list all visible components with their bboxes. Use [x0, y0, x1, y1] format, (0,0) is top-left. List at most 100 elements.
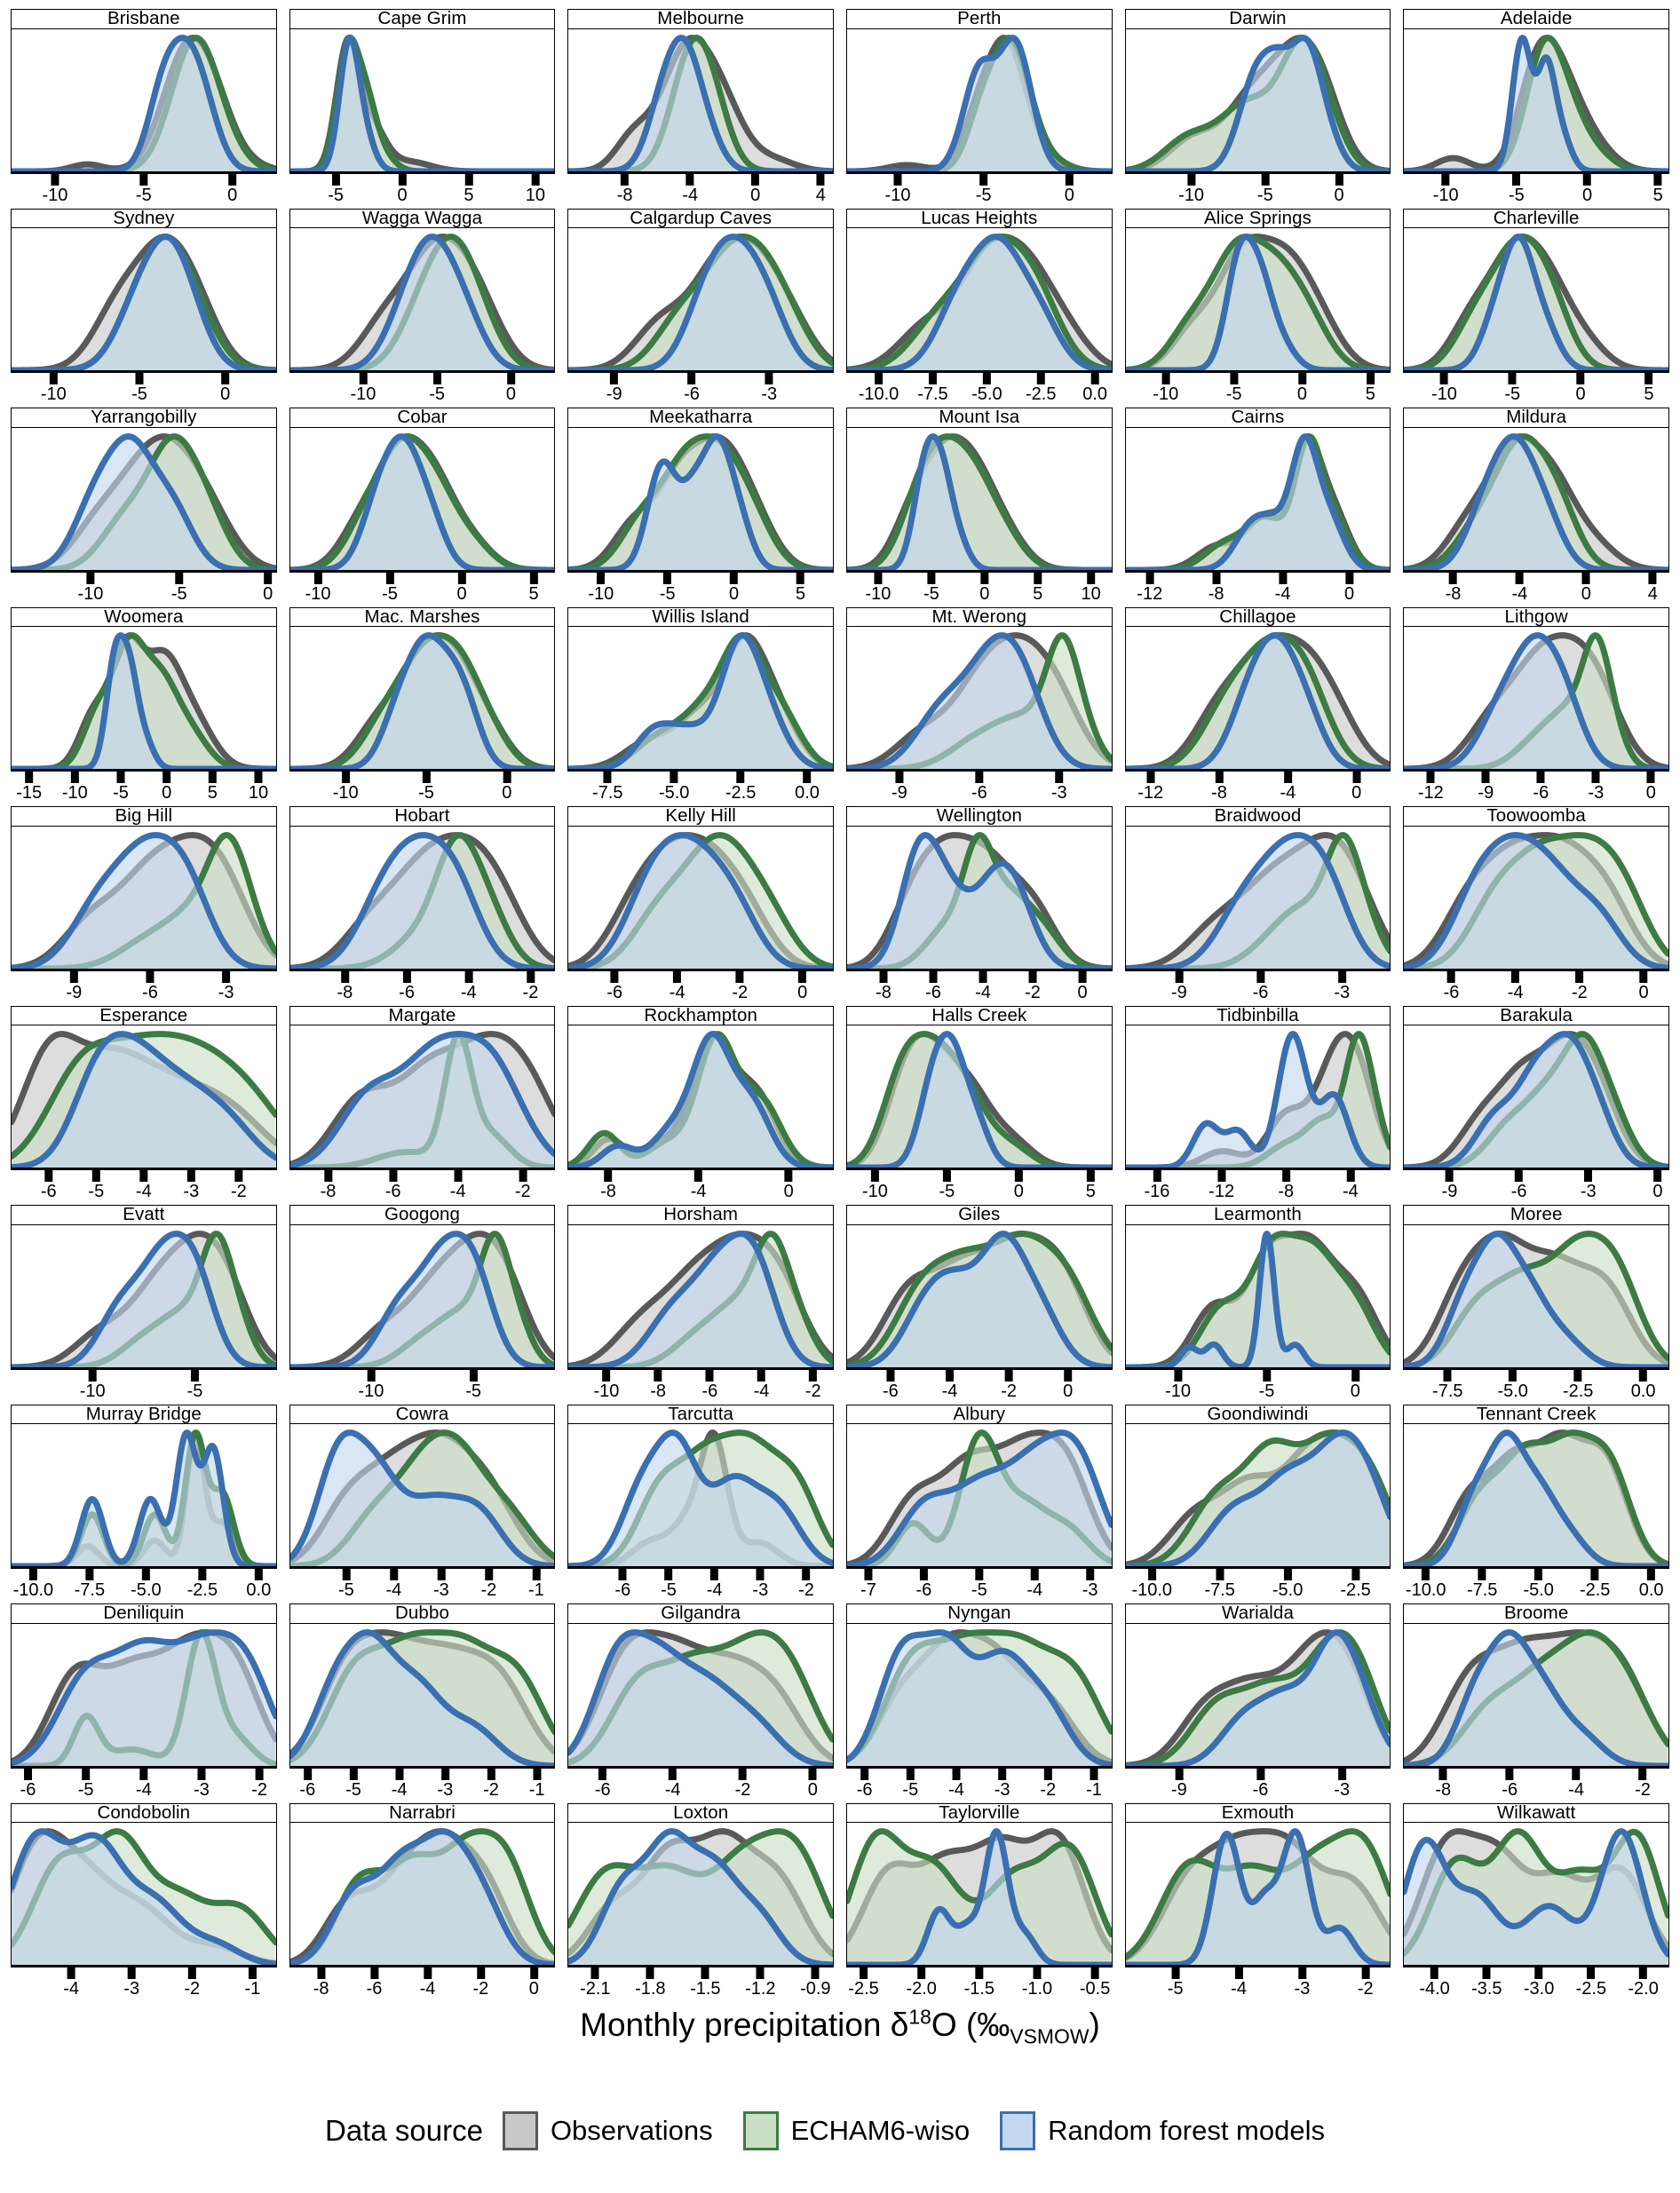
facet-mount-isa: Mount Isa -10 -5 0 5 10: [845, 408, 1113, 607]
x-axis-title: Monthly precipitation δ18O (‰VSMOW): [0, 2007, 1680, 2047]
x-tick-label: -3: [1580, 1182, 1597, 1201]
density-area-random-forest-models: [12, 436, 276, 570]
facet-strip: Tidbinbilla: [1124, 1005, 1391, 1025]
facet-title: Mount Isa: [939, 408, 1020, 427]
facet-adelaide: Adelaide -10 -5 0 5: [1403, 9, 1669, 209]
facet-title: Cairns: [1231, 408, 1285, 427]
x-axis: -6 -5 -4 -3 -2: [11, 1170, 277, 1205]
plot-panel: [567, 1424, 834, 1569]
density-line-echam6-wiso: [1126, 1832, 1391, 1957]
legend-item-random-forest-models[interactable]: Random forest models: [1000, 2111, 1325, 2150]
density-line-random-forest-models: [12, 835, 276, 968]
facet-yarrangobilly: Yarrangobilly -10 -5 0: [11, 408, 277, 607]
x-axis-tick-labels: -10 -5 0: [11, 584, 277, 607]
density-plot: [1125, 1025, 1391, 1168]
x-axis: -10 -5 0 5: [1403, 373, 1669, 408]
x-tick-label: -4.0: [1419, 1979, 1450, 1999]
facet-strip: Kelly Hill: [567, 806, 834, 827]
x-axis: -2.5 -2.0 -1.5 -1.0 -0.5: [846, 1967, 1113, 2002]
x-axis-tick-labels: -10 -5 0: [1125, 1382, 1391, 1405]
facet-title: Moree: [1510, 1205, 1563, 1224]
legend-item-observations[interactable]: Observations: [502, 2111, 713, 2150]
density-plot: [568, 1823, 833, 1965]
axis-ticks: [289, 971, 556, 983]
x-tick-label: -4: [669, 982, 685, 1002]
x-tick-label: -4: [449, 1182, 466, 1201]
x-tick-label: -2: [251, 1779, 268, 1800]
facet-title: Cowra: [395, 1404, 449, 1424]
density-line-random-forest-models: [1404, 1433, 1668, 1566]
density-area-random-forest-models: [568, 1831, 833, 1965]
x-axis-tick-labels: -5 -4 -3 -2 -1: [289, 1580, 556, 1603]
x-tick-label: -5: [923, 583, 939, 604]
facet-title: Esperance: [99, 1005, 188, 1025]
plot-panel: [289, 1623, 556, 1769]
legend-items: Observations ECHAM6-wiso Random forest mod…: [502, 2111, 1355, 2150]
x-tick-label: -5: [135, 185, 152, 205]
facet-title: Cape Grim: [377, 9, 467, 28]
facet-strip: Mildura: [1403, 408, 1669, 428]
x-tick-label: 0: [729, 583, 740, 604]
x-tick-label: -4: [135, 1182, 152, 1201]
plot-panel: [845, 1823, 1113, 1967]
x-axis: -10 -5 0 5: [567, 573, 834, 607]
density-area-random-forest-models: [846, 436, 1112, 570]
facet-strip: Braidwood: [1124, 806, 1391, 827]
x-axis: -6 -5 -4 -3 -2: [567, 1569, 834, 1603]
x-axis-tick-labels: -8 -4 0 4: [1403, 584, 1669, 607]
facet-title: Taylorville: [939, 1802, 1020, 1823]
axis-ticks: [846, 373, 1113, 384]
facet-strip: Adelaide: [1403, 9, 1669, 29]
axis-ticks: [289, 1769, 556, 1780]
density-plot: [12, 627, 276, 769]
facet-sydney: Sydney -10 -5 0: [11, 208, 277, 408]
axis-ticks: [1403, 772, 1669, 783]
density-area-random-forest-models: [1125, 236, 1391, 370]
density-line-random-forest-models: [290, 1632, 555, 1765]
density-plot: [846, 428, 1112, 570]
density-plot: [568, 1424, 833, 1566]
facet-title: Mac. Marshes: [364, 606, 480, 627]
density-line-random-forest-models: [12, 636, 276, 769]
x-tick-label: -10: [884, 185, 911, 205]
x-axis: -10.0 -7.5 -5.0 -2.5 0.0: [11, 1569, 277, 1603]
x-tick-label: -6: [20, 1779, 36, 1800]
x-axis: -10.0 -7.5 -5.0 -2.5 0.0: [846, 373, 1113, 408]
facet-strip: Barakula: [1403, 1005, 1669, 1025]
facet-goondiwindi: Goondiwindi -10.0 -7.5 -5.0 -2.5: [1124, 1404, 1391, 1604]
axis-ticks: [846, 772, 1113, 783]
x-tick-label: 0.0: [1082, 384, 1108, 404]
x-tick-label: -2.0: [1628, 1979, 1659, 1999]
density-area-random-forest-models: [1125, 1033, 1391, 1168]
x-tick-label: -1: [244, 1979, 261, 1999]
density-area-random-forest-models: [1404, 835, 1668, 969]
facet-title: Adelaide: [1500, 9, 1573, 28]
density-area-random-forest-models: [846, 1033, 1112, 1168]
facet-cairns: Cairns -12 -8 -4 0: [1124, 408, 1391, 607]
legend-item-echam6-wiso[interactable]: ECHAM6-wiso: [742, 2111, 970, 2150]
x-axis: -10 -5 0: [289, 373, 556, 408]
x-tick-label: -8: [337, 982, 353, 1002]
facet-strip: Brisbane: [11, 9, 277, 29]
axis-title-lead: Monthly precipitation: [580, 2007, 891, 2043]
facet-giles: Giles -6 -4 -2 0: [845, 1205, 1113, 1405]
density-plot: [846, 1424, 1112, 1566]
density-line-random-forest-models: [1126, 1632, 1391, 1765]
x-tick-label: 0: [1334, 185, 1344, 205]
facet-title: Toowoomba: [1486, 806, 1586, 826]
facet-title: Condobolin: [97, 1802, 191, 1823]
plot-panel: [1403, 1623, 1669, 1769]
density-plot: [289, 1225, 555, 1367]
x-tick-label: -10: [40, 384, 67, 404]
facet-nyngan: Nyngan -6 -5 -4 -3 -2 -1: [845, 1603, 1113, 1803]
density-plot: [1125, 1823, 1391, 1965]
density-area-random-forest-models: [12, 1033, 276, 1168]
density-line-random-forest-models: [847, 1632, 1112, 1764]
x-tick-label: -4: [948, 1779, 964, 1800]
facet-wellington: Wellington -8 -6 -4 -2 0: [845, 806, 1113, 1006]
facet-brisbane: Brisbane -10 -5 0: [11, 9, 277, 209]
density-area-random-forest-models: [568, 236, 833, 370]
facet-title: Big Hill: [115, 806, 173, 826]
facet-tarcutta: Tarcutta -6 -5 -4 -3 -2: [567, 1404, 834, 1604]
density-plot: [568, 228, 833, 370]
